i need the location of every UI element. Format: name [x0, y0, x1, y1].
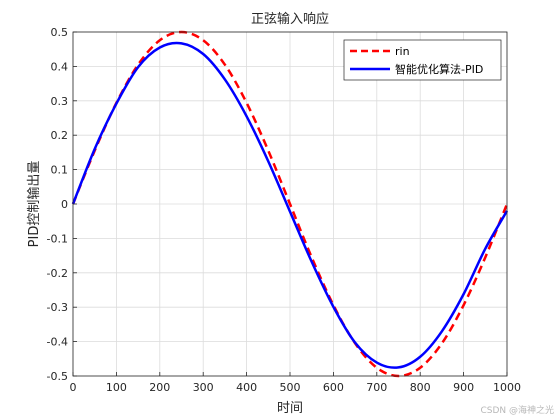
- x-axis-label: 时间: [277, 401, 303, 416]
- x-tick-label: 200: [149, 381, 170, 394]
- series-line-pid: [71, 41, 509, 369]
- watermark: CSDN @海神之光: [480, 406, 554, 416]
- x-tick-label: 400: [236, 381, 257, 394]
- legend-box: [343, 39, 502, 81]
- legend-label-rin: rin: [395, 45, 410, 58]
- x-tick-label: 500: [280, 381, 301, 394]
- x-tick-label: 900: [453, 381, 474, 394]
- y-tick-label: 0.1: [51, 164, 69, 177]
- y-tick-label: -0.1: [47, 232, 68, 245]
- x-tick-label: 0: [70, 381, 77, 394]
- x-tick-label: 700: [366, 381, 387, 394]
- x-tick-label: 100: [106, 381, 127, 394]
- ticks: 0 100 200 300 400 500 600 700 800 900 1000 0.5 0.4 0.…: [47, 26, 521, 394]
- y-tick-label: 0.2: [51, 129, 69, 142]
- x-tick-label: 300: [193, 381, 214, 394]
- y-tick-label: -0.5: [47, 370, 68, 383]
- x-tick-label: 800: [410, 381, 431, 394]
- y-tick-label: -0.3: [47, 301, 68, 314]
- y-axis-label: PID控制输出量: [26, 161, 42, 248]
- x-tick-label: 600: [323, 381, 344, 394]
- y-tick-label: 0: [61, 198, 68, 211]
- x-tick-label: 1000: [493, 381, 521, 394]
- legend-label-pid: 智能优化算法-PID: [395, 62, 483, 76]
- series-line-rin: [71, 30, 509, 378]
- y-tick-label: -0.2: [47, 267, 68, 280]
- y-tick-label: 0.5: [51, 26, 69, 39]
- y-tick-label: 0.3: [51, 95, 69, 108]
- legend: rin 智能优化算法-PID: [343, 39, 502, 81]
- series-layer: [71, 30, 509, 378]
- chart-title: 正弦输入响应: [251, 11, 329, 27]
- y-tick-label: -0.4: [47, 336, 68, 349]
- y-tick-label: 0.4: [51, 60, 69, 73]
